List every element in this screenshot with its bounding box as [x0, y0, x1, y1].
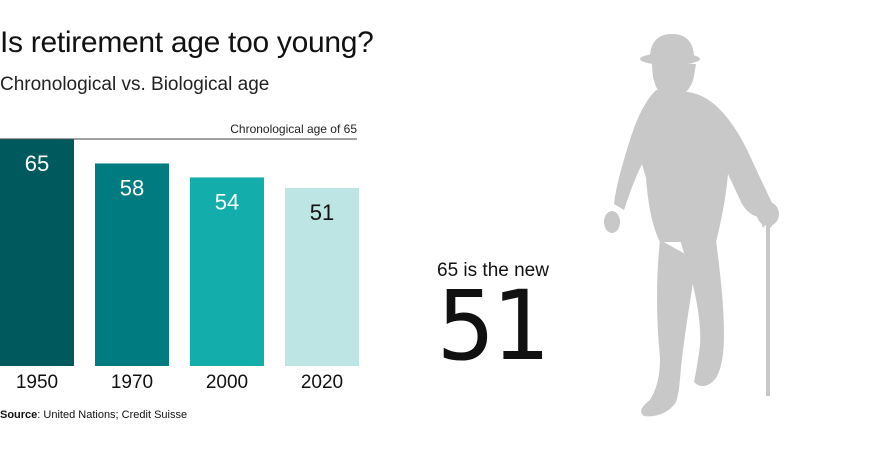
bar-1970 — [95, 163, 169, 366]
bar-value-label: 54 — [215, 189, 239, 214]
callout-number: 51 — [437, 270, 549, 382]
source-note: Source: United Nations; Credit Suisse — [0, 409, 187, 421]
bar-value-label: 58 — [120, 175, 144, 200]
chart-title: Is retirement age too young? — [0, 26, 374, 59]
bar-value-label: 51 — [310, 200, 334, 225]
source-label: Source — [0, 409, 38, 421]
x-tick-label: 1950 — [16, 372, 58, 393]
bar-chart: Chronological age of 65 65 1950 58 1970 54 20… — [0, 122, 359, 393]
callout-lead: 65 is the new — [437, 260, 549, 281]
bar-2020 — [285, 187, 359, 366]
bar-1950 — [0, 139, 74, 366]
x-tick-label: 2020 — [301, 372, 343, 393]
elderly-man-with-cane-icon — [604, 34, 779, 417]
bar-value-label: 65 — [25, 151, 49, 176]
source-text: : United Nations; Credit Suisse — [37, 409, 188, 421]
chart-subtitle: Chronological vs. Biological age — [0, 74, 270, 95]
bar-2000 — [190, 177, 264, 366]
x-tick-label: 2000 — [206, 372, 248, 393]
x-tick-label: 1970 — [111, 372, 153, 393]
reference-line-label: Chronological age of 65 — [230, 122, 357, 136]
